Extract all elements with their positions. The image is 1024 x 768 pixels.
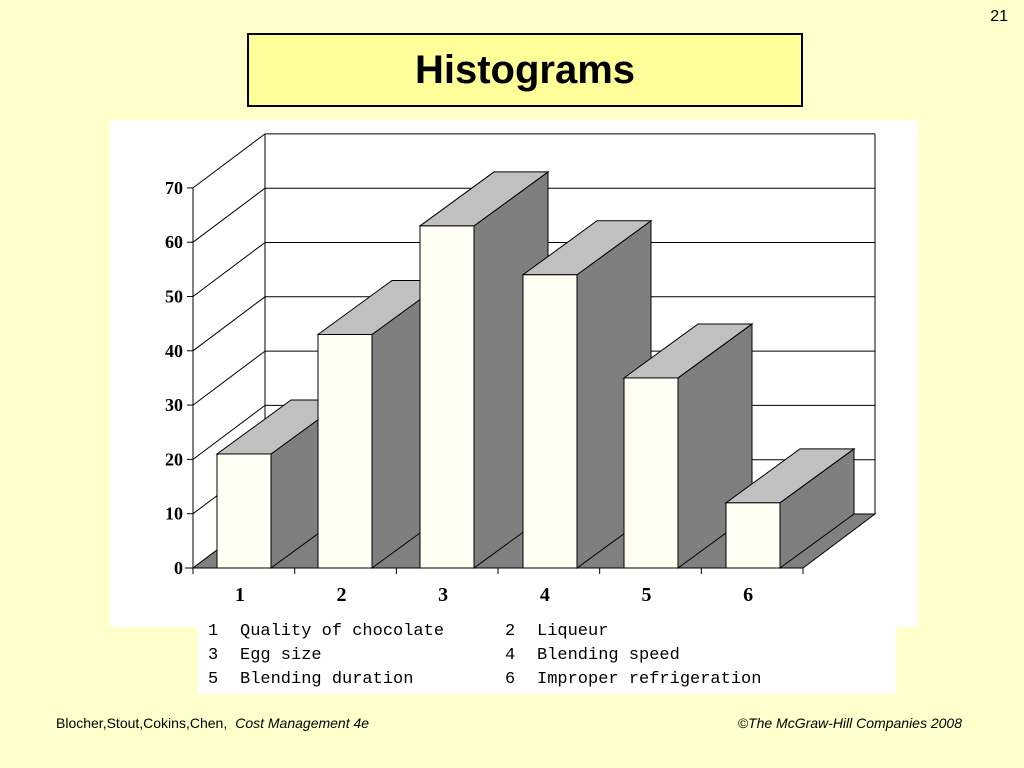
bar-front-6	[725, 502, 781, 569]
legend-num: 3	[208, 646, 219, 665]
footer-book-title: Cost Management 4e	[235, 715, 370, 731]
title-box: Histograms	[247, 33, 803, 107]
gridline-side	[192, 404, 266, 460]
slide-number: 21	[990, 8, 1008, 25]
category-legend: 1 Quality of chocolate 2 Liqueur 3 Egg s…	[198, 620, 896, 694]
x-tick-label: 4	[540, 584, 550, 606]
legend-num: 1	[208, 622, 219, 641]
legend-num: 2	[505, 622, 516, 641]
y-tick-label: 30	[165, 395, 183, 415]
gridline-side	[192, 296, 266, 352]
y-tick-label: 0	[174, 558, 183, 578]
gridline-side	[192, 133, 266, 189]
x-tick-label: 1	[235, 584, 245, 606]
bar-front-5	[623, 377, 679, 569]
x-tick-label: 3	[438, 584, 448, 606]
y-tick-label: 50	[165, 287, 183, 307]
y-tick-label: 70	[165, 178, 183, 198]
legend-label: Improper refrigeration	[537, 670, 762, 689]
legend-row-6: 6 Improper refrigeration	[505, 670, 761, 694]
y-tick-label: 20	[165, 449, 183, 469]
bar-front-2	[317, 334, 373, 569]
chart-panel: 0 10 20 30 40 50 60 70 1 2 3 4 5 6	[110, 120, 918, 627]
gridline-side	[192, 187, 266, 243]
bar-front-1	[216, 453, 272, 569]
gridline-side	[192, 350, 266, 406]
y-tick-label: 40	[165, 341, 183, 361]
bar-front-3	[419, 225, 475, 569]
legend-label: Egg size	[240, 646, 322, 665]
legend-label: Liqueur	[537, 622, 609, 641]
x-tick-label: 5	[642, 584, 652, 606]
histogram-chart: 0 10 20 30 40 50 60 70 1 2 3 4 5 6	[165, 133, 877, 606]
footer-authors: Blocher,Stout,Cokins,Chen,	[56, 715, 228, 731]
legend-label: Blending duration	[240, 670, 414, 689]
y-tick-label: 10	[165, 504, 183, 524]
x-tick-label: 6	[743, 584, 753, 606]
footer-citation: Blocher,Stout,Cokins,Chen, Cost Managemen…	[56, 715, 369, 731]
y-tick-label: 60	[165, 232, 183, 252]
legend-row-1: 1 Quality of chocolate	[208, 622, 444, 646]
legend-label: Quality of chocolate	[240, 622, 445, 641]
legend-num: 4	[505, 646, 516, 665]
legend-num: 5	[208, 670, 219, 689]
footer-copyright: ©The McGraw-Hill Companies 2008	[737, 715, 962, 731]
gridline-side	[192, 242, 266, 297]
legend-label: Blending speed	[537, 646, 680, 665]
bar-front-4	[522, 274, 578, 569]
x-tick-label: 2	[337, 584, 347, 606]
legend-row-3: 3 Egg size	[208, 646, 322, 670]
legend-row-5: 5 Blending duration	[208, 670, 413, 694]
legend-row-2: 2 Liqueur	[505, 622, 608, 646]
legend-row-4: 4 Blending speed	[505, 646, 680, 670]
legend-num: 6	[505, 670, 516, 689]
page-title: Histograms	[414, 47, 636, 92]
